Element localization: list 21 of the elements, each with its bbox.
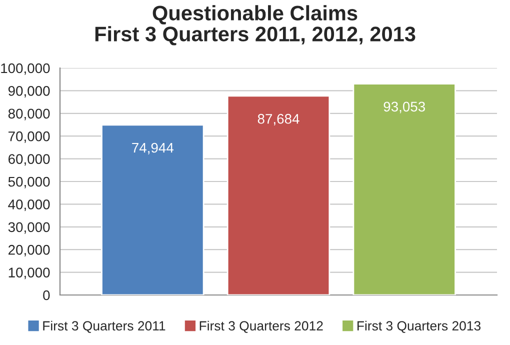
bar bbox=[101, 124, 204, 295]
chart-title: Questionable Claims First 3 Quarters 2011, 2012, 2013 bbox=[95, 5, 416, 46]
y-tick-label: 30,000 bbox=[8, 222, 50, 234]
y-tick-label: 60,000 bbox=[8, 154, 50, 166]
y-tick-label: 90,000 bbox=[8, 86, 50, 98]
y-tick-label: 80,000 bbox=[8, 108, 50, 120]
y-tick-label: 40,000 bbox=[8, 200, 50, 212]
legend-label: First 3 Quarters 2013 bbox=[358, 320, 481, 333]
y-tick-label: 50,000 bbox=[8, 176, 50, 188]
y-tick-label: 0 bbox=[43, 290, 50, 300]
data-label: 87,684 bbox=[258, 114, 300, 126]
legend-label: First 3 Quarters 2012 bbox=[200, 320, 323, 333]
legend-label: First 3 Quarters 2011 bbox=[43, 320, 166, 333]
y-tick-label: 20,000 bbox=[8, 244, 50, 256]
bar bbox=[352, 83, 456, 295]
y-tick-label: 70,000 bbox=[8, 131, 50, 143]
bar bbox=[226, 95, 330, 295]
data-label: 74,944 bbox=[132, 142, 174, 154]
y-tick-label: 100,000 bbox=[1, 63, 50, 75]
data-label: 93,053 bbox=[384, 102, 425, 114]
y-tick-label: 10,000 bbox=[8, 268, 50, 280]
